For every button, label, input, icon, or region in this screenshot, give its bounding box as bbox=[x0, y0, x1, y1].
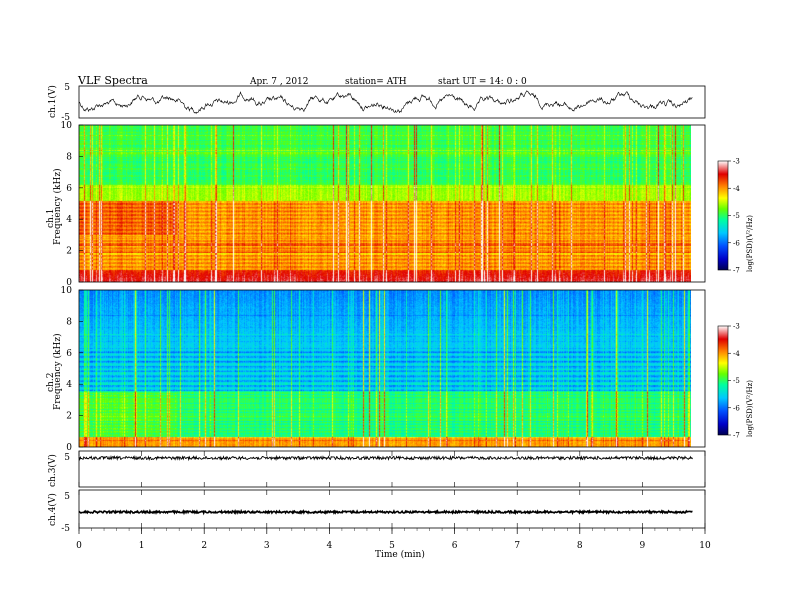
xaxis-label: Time (min) bbox=[375, 549, 425, 560]
ch1-ytick-top: 5 bbox=[64, 83, 70, 93]
ch1-spec-channel: ch.1 bbox=[46, 209, 56, 228]
time-axis: 0 1 2 3 4 5 6 7 8 9 10 bbox=[76, 528, 711, 551]
start-time-label: start UT = 14: 0 : 0 bbox=[438, 77, 527, 87]
ch1-spec-ytick-label: 8 bbox=[66, 152, 72, 162]
xaxis-tick-label: 6 bbox=[452, 541, 458, 551]
ch1-spectrogram bbox=[79, 125, 691, 282]
station-label: station= ATH bbox=[345, 77, 407, 87]
ch2-spec-ytick-label: 10 bbox=[61, 286, 73, 296]
ch1-spectrogram-panel: 10 8 6 4 2 0 ch.1 Frequency (kHz) bbox=[46, 121, 754, 288]
xaxis-tick-label: 2 bbox=[201, 541, 207, 551]
ch2-spec-ytick-label: 6 bbox=[66, 349, 72, 359]
ch1-spec-ytick-label: 4 bbox=[66, 215, 72, 225]
ch4-frame bbox=[78, 489, 706, 529]
ch2-spec-ytick-label: 0 bbox=[66, 443, 72, 453]
ch1-spec-ytick-label: 10 bbox=[61, 121, 73, 131]
xaxis-tick-label: 8 bbox=[577, 541, 583, 551]
ch1-waveform-panel: 5 -5 ch.1(V) bbox=[47, 83, 706, 123]
ch2-colorbar-tick-label: -6 bbox=[733, 404, 740, 412]
ch2-colorbar: -3 -4 -5 -6 -7 log(PSD)(V²/Hz) bbox=[717, 323, 754, 440]
xaxis-tick-label: 3 bbox=[264, 541, 270, 551]
ch2-spec-ytick-label: 4 bbox=[66, 380, 72, 390]
ch1-frame bbox=[78, 85, 706, 119]
ch1-spec-frame bbox=[78, 124, 706, 283]
xaxis-tick-label: 9 bbox=[640, 541, 646, 551]
ch2-colorbar-label: log(PSD)(V²/Hz) bbox=[746, 380, 754, 437]
ch4-ylabel: ch.4(V) bbox=[47, 493, 58, 526]
ch4-ytick-top: 5 bbox=[64, 492, 70, 502]
ch2-colorbar-tick-label: -4 bbox=[733, 350, 740, 358]
ch3-ylabel: ch.3(V) bbox=[47, 454, 58, 487]
ch2-spec-frame bbox=[78, 289, 706, 448]
ch3-waveform-panel: 5 ch.3(V) bbox=[47, 450, 706, 488]
ch3-frame bbox=[78, 450, 706, 488]
ch2-colorbar-tick-label: -5 bbox=[733, 377, 740, 385]
ch1-spec-ytick-label: 6 bbox=[66, 184, 72, 194]
xaxis-tick-label: 1 bbox=[139, 541, 145, 551]
ch1-colorbar-tick-label: -3 bbox=[733, 158, 740, 166]
ch2-spec-ytick-label: 2 bbox=[66, 412, 72, 422]
ch2-colorbar-tick-label: -7 bbox=[733, 432, 740, 440]
ch2-spec-ytick-label: 8 bbox=[66, 317, 72, 327]
ch2-spectrogram-panel: 10 8 6 4 2 0 ch.2 Frequency (kHz) -3 -4 -5 -6 -7 … bbox=[46, 286, 754, 453]
ch2-colorbar-tick-label: -3 bbox=[733, 323, 740, 331]
ch1-colorbar-tick-label: -5 bbox=[733, 212, 740, 220]
xaxis-tick-label: 5 bbox=[389, 541, 395, 551]
ch1-spec-ytick-label: 2 bbox=[66, 247, 72, 257]
ch1-colorbar-label: log(PSD)(V²/Hz) bbox=[746, 215, 754, 272]
ch3-trace bbox=[78, 454, 693, 462]
xaxis-tick-label: 10 bbox=[699, 541, 711, 551]
ch2-spectrogram bbox=[79, 290, 691, 447]
ch1-trace bbox=[78, 90, 693, 115]
xaxis-tick-label: 4 bbox=[327, 541, 333, 551]
ch4-waveform-panel: 5 -5 ch.4(V) bbox=[47, 489, 706, 534]
ch1-colorbar-bar bbox=[717, 160, 729, 271]
xaxis-tick-label: 7 bbox=[514, 541, 520, 551]
ch1-colorbar-tick-label: -7 bbox=[733, 267, 740, 275]
ch1-colorbar: -3 -4 -5 -6 -7 log(PSD)(V²/Hz) bbox=[717, 158, 754, 275]
ch1-ytick-bottom: -5 bbox=[61, 113, 70, 123]
ch1-colorbar-tick-label: -4 bbox=[733, 185, 740, 193]
ch1-ylabel: ch.1(V) bbox=[47, 85, 58, 118]
ch2-spec-channel: ch.2 bbox=[46, 373, 56, 392]
ch4-ytick-bottom: -5 bbox=[61, 524, 70, 534]
ch3-ytick-top: 5 bbox=[64, 453, 70, 463]
ch1-colorbar-tick-label: -6 bbox=[733, 239, 740, 247]
ch2-spec-ylabel: Frequency (kHz) bbox=[52, 333, 63, 410]
figure-title: VLF Spectra bbox=[77, 74, 148, 87]
ch1-spec-ylabel: Frequency (kHz) bbox=[52, 168, 63, 245]
ch2-colorbar-bar bbox=[717, 325, 729, 436]
ch4-trace bbox=[78, 508, 693, 516]
ch1-spec-ytick-label: 0 bbox=[66, 278, 72, 288]
xaxis-tick-label: 0 bbox=[76, 541, 82, 551]
date-label: Apr. 7 , 2012 bbox=[249, 77, 309, 87]
